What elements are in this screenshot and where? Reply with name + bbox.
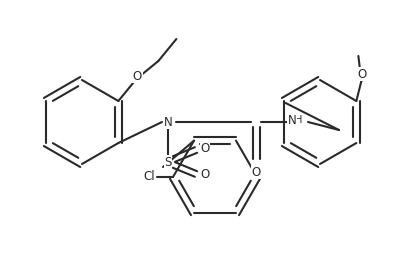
Text: N: N — [164, 116, 172, 129]
Text: H: H — [295, 115, 303, 125]
Text: S: S — [164, 156, 172, 168]
Text: O: O — [200, 143, 210, 156]
Text: Cl: Cl — [143, 170, 155, 184]
Text: O: O — [133, 69, 142, 83]
Text: O: O — [200, 168, 210, 181]
Text: O: O — [251, 166, 261, 178]
Text: N: N — [288, 113, 296, 127]
Text: O: O — [358, 68, 367, 80]
